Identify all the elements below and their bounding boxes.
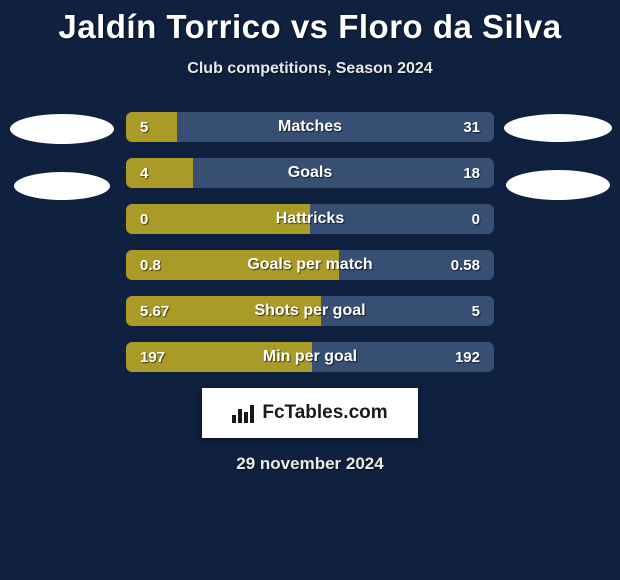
stat-bar: 197Min per goal192 (126, 342, 494, 372)
player2-name: Floro da Silva (338, 8, 561, 45)
logo-box: FcTables.com (202, 388, 417, 438)
date-text: 29 november 2024 (236, 454, 383, 474)
stat-bar: 5.67Shots per goal5 (126, 296, 494, 326)
footer: FcTables.com 29 november 2024 (0, 388, 620, 474)
stat-bar: 4Goals18 (126, 158, 494, 188)
stat-bar: 5Matches31 (126, 112, 494, 142)
stat-value-player2: 192 (441, 349, 494, 366)
chart-icon (232, 403, 254, 423)
player1-avatar-column (6, 112, 118, 200)
stat-value-player1: 4 (126, 165, 162, 182)
stat-value-player2: 0 (458, 211, 494, 228)
stat-value-player1: 0 (126, 211, 162, 228)
player2-avatar-column (502, 112, 614, 200)
avatar-placeholder (506, 170, 610, 200)
stat-value-player2: 18 (449, 165, 494, 182)
main-row: 5Matches31 4Goals18 0Hattricks0 0.8Goals pe… (0, 112, 620, 372)
stat-bar: 0Hattricks0 (126, 204, 494, 234)
vs-text: vs (291, 8, 329, 45)
avatar-placeholder (504, 114, 612, 142)
stat-bar: 0.8Goals per match0.58 (126, 250, 494, 280)
stat-value-player2: 0.58 (437, 257, 494, 274)
stat-value-player1: 0.8 (126, 257, 175, 274)
comparison-card: Jaldín Torrico vs Floro da Silva Club co… (0, 0, 620, 474)
stat-bars: 5Matches31 4Goals18 0Hattricks0 0.8Goals pe… (118, 112, 502, 372)
stat-value-player1: 197 (126, 349, 179, 366)
player1-name: Jaldín Torrico (58, 8, 281, 45)
logo-text: FcTables.com (262, 402, 387, 424)
stat-value-player2: 5 (458, 303, 494, 320)
avatar-placeholder (14, 172, 110, 200)
stat-value-player1: 5 (126, 119, 162, 136)
stat-value-player1: 5.67 (126, 303, 183, 320)
stat-value-player2: 31 (449, 119, 494, 136)
subtitle: Club competitions, Season 2024 (0, 60, 620, 78)
page-title: Jaldín Torrico vs Floro da Silva (0, 8, 620, 46)
avatar-placeholder (10, 114, 114, 144)
